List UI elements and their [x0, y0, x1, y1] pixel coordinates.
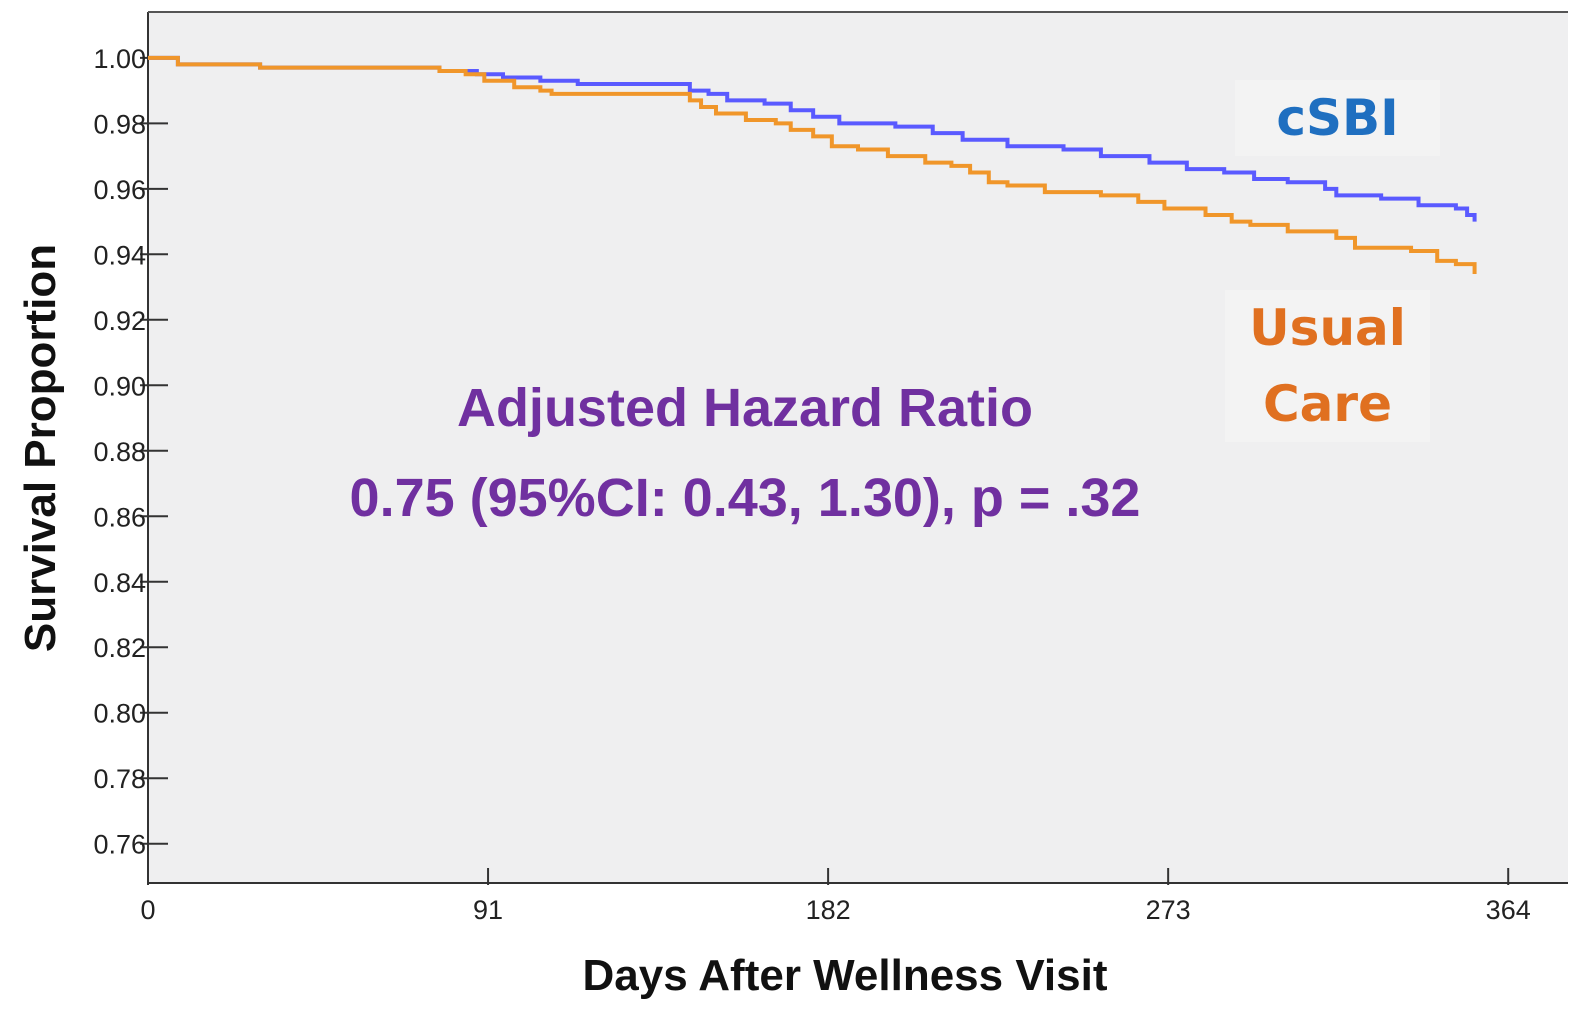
- y-tick-label: 1.00: [93, 44, 146, 74]
- annotation: Adjusted Hazard Ratio: [457, 378, 1033, 438]
- plot-area: [148, 12, 1568, 883]
- survival-line: [148, 55, 1477, 274]
- survival-line: [148, 55, 1477, 222]
- y-tick-label: 0.76: [93, 830, 146, 860]
- y-tick-label: 0.94: [93, 240, 146, 270]
- x-tick-label: 91: [473, 895, 503, 925]
- legend-entry: cSBI: [1235, 80, 1440, 156]
- y-tick-label: 0.90: [93, 371, 146, 401]
- y-tick-label: 0.80: [93, 699, 146, 729]
- x-tick-label: 273: [1146, 895, 1191, 925]
- x-tick-label: 0: [140, 895, 155, 925]
- x-tick-label: 364: [1486, 895, 1531, 925]
- annotation: 0.75 (95%CI: 0.43, 1.30), p = .32: [350, 468, 1141, 528]
- y-axis-title: Survival Proportion: [16, 244, 65, 652]
- y-tick-label: 0.82: [93, 633, 146, 663]
- y-tick-label: 0.86: [93, 502, 146, 532]
- x-tick-label: 182: [806, 895, 851, 925]
- y-tick-label: 0.88: [93, 437, 146, 467]
- y-tick-label: 0.78: [93, 764, 146, 794]
- y-tick-label: 0.98: [93, 109, 146, 139]
- y-tick-label: 0.84: [93, 568, 146, 598]
- x-axis-title: Days After Wellness Visit: [583, 951, 1108, 1000]
- legend-entry: Usual Care: [1225, 290, 1430, 442]
- y-tick-label: 0.96: [93, 175, 146, 205]
- y-tick-label: 0.92: [93, 306, 146, 336]
